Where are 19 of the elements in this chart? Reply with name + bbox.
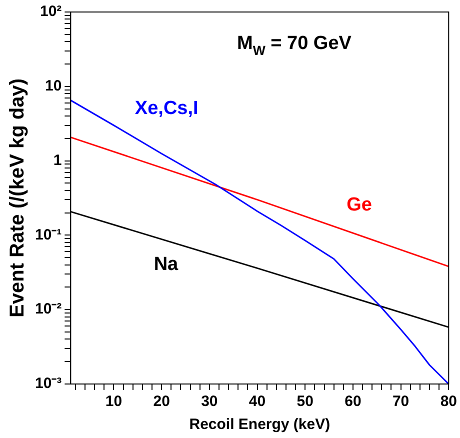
series-label: Xe,Cs,I	[134, 98, 198, 119]
y-tick-label: 10⁻³	[34, 375, 62, 392]
x-tick-label: 70	[392, 393, 410, 410]
y-tick-label: 10	[44, 78, 62, 95]
x-axis-title: Recoil Energy (keV)	[189, 416, 330, 434]
x-tick-label: 60	[344, 393, 362, 410]
y-tick-label: 10⁻²	[34, 300, 62, 318]
x-tick-label: 40	[248, 393, 266, 410]
x-tick-label: 20	[153, 393, 170, 410]
y-tick-label: 10²	[40, 3, 62, 20]
series-label: Na	[154, 254, 179, 276]
y-tick-label: 1	[53, 152, 62, 169]
y-axis-title: Event Rate (/(keV kg day)	[6, 78, 29, 318]
y-tick-label: 10⁻¹	[34, 226, 62, 244]
series-label: Ge	[346, 194, 372, 216]
x-tick-label: 10	[105, 393, 122, 410]
x-tick-label: 30	[201, 393, 218, 410]
x-tick-label: 50	[296, 393, 314, 410]
x-tick-label: 80	[440, 393, 457, 410]
